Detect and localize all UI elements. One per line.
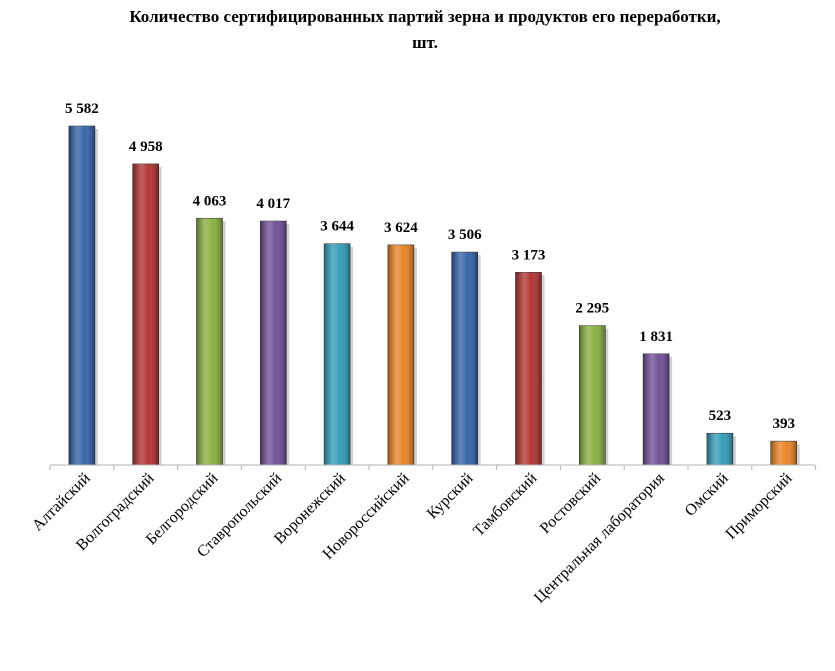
bar-highlight xyxy=(770,441,797,465)
bar-highlight xyxy=(387,244,414,465)
bar-value-label: 4 063 xyxy=(193,193,227,209)
bar-highlight xyxy=(451,252,478,465)
bar-highlight xyxy=(515,272,542,465)
bar xyxy=(770,440,800,466)
bar xyxy=(515,272,545,466)
bar xyxy=(578,325,609,466)
category-label: Тамбовский xyxy=(470,469,540,539)
category-label: Центральная лаборатория xyxy=(531,469,668,606)
category-label: Ростовский xyxy=(537,470,605,538)
bar-value-label: 4 017 xyxy=(256,196,290,212)
bar-highlight xyxy=(260,221,287,465)
value-labels: 5 582 4 958 4 063 4 017 3 644 3 624 3 506 3 173… xyxy=(65,101,795,432)
bar xyxy=(259,220,290,466)
bars-layer xyxy=(68,125,800,466)
chart-title: Количество сертифицированных партий зерн… xyxy=(30,4,820,56)
bar-highlight xyxy=(324,243,351,465)
bar-highlight xyxy=(706,433,733,465)
bar xyxy=(387,244,417,466)
bar-value-label: 3 173 xyxy=(512,247,546,263)
category-labels: АлтайскийВолгоградскийБелгородскийСтавро… xyxy=(29,469,796,606)
bar xyxy=(323,243,354,466)
bar-value-label: 3 624 xyxy=(384,220,418,236)
bar-highlight xyxy=(132,163,159,465)
category-label: Алтайский xyxy=(29,469,94,534)
category-label: Омский xyxy=(682,470,732,520)
category-label: Курский xyxy=(424,469,477,522)
bar xyxy=(451,251,481,466)
category-label: Приморский xyxy=(723,470,796,543)
bar-value-label: 393 xyxy=(772,416,795,432)
bar-value-label: 2 295 xyxy=(575,301,609,317)
bar-highlight xyxy=(196,218,223,465)
bar xyxy=(706,432,736,466)
bar-value-label: 1 831 xyxy=(639,329,673,345)
bar-value-label: 3 644 xyxy=(320,219,354,235)
bar-value-label: 3 506 xyxy=(448,227,482,243)
bar-value-label: 4 958 xyxy=(129,139,163,155)
bar-highlight xyxy=(643,353,670,465)
x-axis-ticks xyxy=(49,465,817,470)
bar-highlight xyxy=(579,325,606,465)
chart-title-line-2: шт. xyxy=(412,33,438,52)
bar-value-label: 5 582 xyxy=(65,101,99,117)
chart-title-line-1: Количество сертифицированных партий зерн… xyxy=(129,7,721,26)
bar xyxy=(132,163,162,466)
bar xyxy=(68,125,98,466)
bar xyxy=(642,353,673,466)
bar-value-label: 523 xyxy=(709,408,732,424)
bar-highlight xyxy=(68,126,95,465)
bar xyxy=(196,217,226,466)
